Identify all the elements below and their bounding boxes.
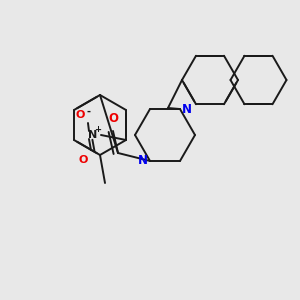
Text: -: - xyxy=(87,107,91,117)
Text: O: O xyxy=(108,112,118,125)
Text: O: O xyxy=(75,110,85,120)
Text: O: O xyxy=(78,155,88,165)
Text: +: + xyxy=(94,124,101,134)
Text: N: N xyxy=(182,103,192,116)
Text: N: N xyxy=(138,154,148,167)
Text: N: N xyxy=(88,130,98,140)
